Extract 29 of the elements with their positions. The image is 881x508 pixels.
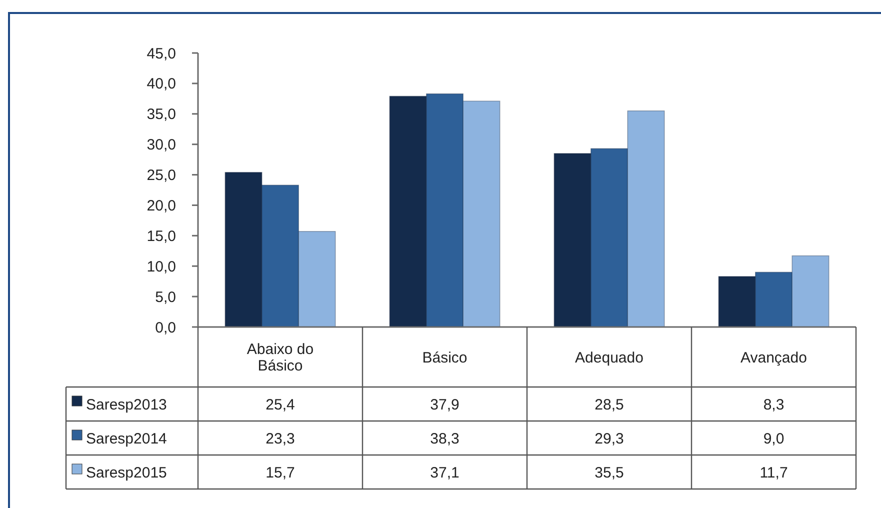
- data-label: 28,5: [594, 396, 624, 414]
- legend-label: Saresp2013: [86, 396, 167, 414]
- y-tick-label: 35,0: [146, 106, 176, 124]
- y-tick-label: 45,0: [146, 45, 176, 62]
- data-label: 15,7: [266, 464, 295, 482]
- data-label: 35,5: [594, 464, 624, 482]
- data-label: 37,1: [430, 464, 460, 482]
- data-label: 11,7: [760, 464, 788, 482]
- y-tick-label: 15,0: [146, 228, 176, 245]
- legend-label: Saresp2015: [86, 464, 167, 482]
- data-label: 23,3: [266, 430, 295, 448]
- x-tick-label: Básico: [422, 349, 468, 366]
- data-label: 25,4: [266, 396, 295, 414]
- data-label: 8,3: [763, 396, 784, 414]
- data-label: 9,0: [763, 430, 784, 448]
- y-tick-label: 40,0: [146, 76, 176, 93]
- y-tick-label: 20,0: [146, 197, 176, 214]
- x-tick-label: Abaixo do Básico: [246, 341, 314, 374]
- y-tick-label: 30,0: [146, 136, 176, 154]
- data-label: 29,3: [594, 430, 624, 448]
- y-tick-label: 5,0: [155, 288, 176, 306]
- y-tick-label: 0,0: [155, 319, 176, 336]
- x-tick-label: Avançado: [740, 349, 807, 366]
- data-label: 37,9: [430, 396, 460, 414]
- data-label: 38,3: [430, 430, 460, 448]
- y-tick-label: 10,0: [146, 258, 176, 276]
- x-tick-label: Adequado: [575, 349, 644, 366]
- y-tick-label: 25,0: [146, 167, 176, 184]
- legend-label: Saresp2014: [86, 430, 167, 448]
